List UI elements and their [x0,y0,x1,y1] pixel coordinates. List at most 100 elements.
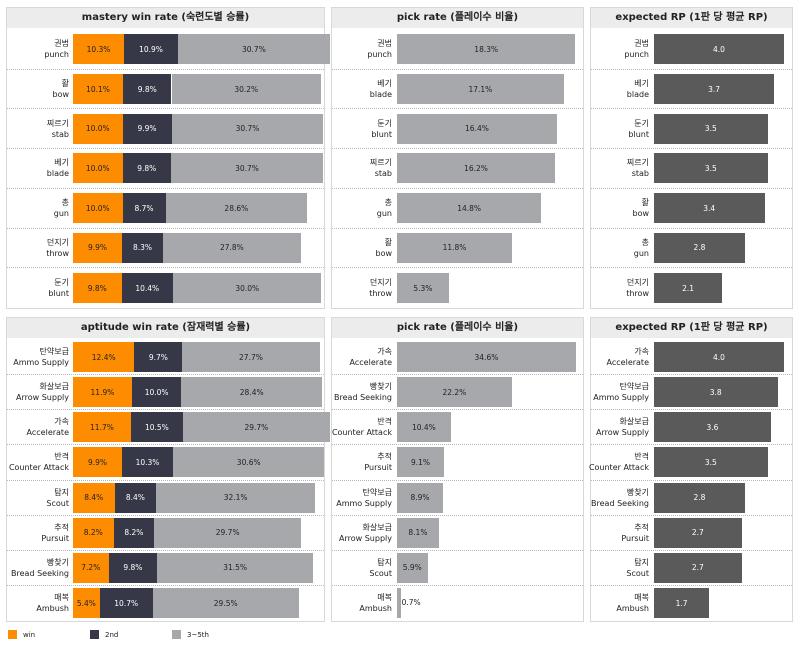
category-label-en: stab [374,169,392,179]
category-label-en: Pursuit [621,533,649,543]
bar-fill: 3.5 [654,153,768,184]
data-label: 9.9% [137,124,157,134]
category-label-ko: 찌르기 [626,158,649,168]
category-row: 베기 blade 3.7 [591,70,792,110]
category-row: 베기 blade 10.0% 9.8% 30.7% [7,149,324,189]
second-segment: 9.7% [134,342,183,373]
rp-bar: 3.5 [654,447,768,478]
category-row: 반격 Counter Attack 10.4% [332,410,583,446]
category-row: 찌르기 stab 10.0% 9.9% 30.7% [7,109,324,150]
data-label: 10.0% [85,203,110,213]
win-segment: 11.9% [73,377,132,408]
category-label: 매복 Ambush [332,586,392,621]
data-label: 8.2% [124,528,144,538]
category-label: 매복 Ambush [591,586,649,621]
category-row: 추적 Pursuit 9.1% [332,445,583,481]
category-label-en: bow [632,209,649,219]
bar-fill: 2.8 [654,232,745,263]
category-label: 던지기 throw [7,229,69,268]
data-label: 16.2% [464,163,488,173]
legend-item-3rd-5th: 3~5th [172,630,209,639]
second-segment: 8.4% [114,482,157,513]
data-label: 9.8% [137,163,157,173]
third-fifth-segment: 28.6% [165,193,308,224]
category-row: 탐지 Scout 2.7 [591,551,792,586]
category-label-ko: 가속 [634,347,649,357]
category-label: 베기 blade [591,70,649,109]
category-label-ko: 탐지 [54,487,69,497]
panel-title: mastery win rate (숙련도별 승률) [7,8,324,28]
category-label-en: punch [624,50,649,60]
stacked-bar: 10.0% 9.8% 30.7% [73,153,323,184]
data-label: 34.6% [474,352,499,362]
category-row: 둔기 blunt 3.5 [591,109,792,150]
data-label: 8.9% [410,493,430,503]
data-label: 9.8% [137,84,157,94]
data-label: 10.7% [114,598,139,608]
category-label: 반격 Counter Attack [7,445,69,479]
bar-fill: 5.3% [397,273,449,304]
pick-rate-bar: 9.1% [397,447,445,478]
legend-label-2nd: 2nd [105,630,119,639]
category-label: 빵찾기 Bread Seeking [591,481,649,515]
category-label-ko: 베기 [377,79,392,89]
category-label-ko: 빵찾기 [626,487,649,497]
data-label: 27.7% [239,352,263,362]
category-row: 반격 Counter Attack 9.9% 10.3% 30.6% [7,445,325,481]
data-label: 3.6 [706,422,719,432]
category-label-en: Accelerate [606,358,649,368]
category-row: 화살보급 Arrow Supply 3.6 [591,410,792,446]
bar-fill: 3.7 [654,74,775,105]
category-label-en: blunt [371,129,392,139]
category-label: 추적 Pursuit [7,516,69,550]
category-label-ko: 화살보급 [362,522,392,532]
data-label: 32.1% [223,493,248,503]
pick-rate-bar: 34.6% [397,342,576,373]
category-label-en: blade [46,169,69,179]
category-label-ko: 활 [641,198,649,208]
category-label: 던지기 throw [332,268,392,308]
category-label-ko: 둔기 [377,118,392,128]
category-label: 추적 Pursuit [332,445,392,479]
category-row: 총 gun 10.0% 8.7% 28.6% [7,189,324,229]
category-label: 가속 Accelerate [7,410,69,444]
category-row: 활 bow 10.1% 9.8% 30.2% [7,70,324,110]
data-label: 5.3% [413,283,433,293]
second-segment: 10.0% [131,377,182,408]
category-label-en: Pursuit [364,463,392,473]
data-label: 2.1 [682,283,695,293]
category-label-en: gun [376,209,392,219]
rp-bar: 2.1 [654,273,723,304]
chart-plot: 권법 punch 4.0 베기 blade 3.7 둔기 blunt 3.5 찌르기 stab 3.5… [591,30,792,308]
category-label-en: Scout [369,568,392,578]
data-label: 22.2% [442,387,467,397]
category-label-en: gun [53,209,69,219]
data-label: 3.5 [704,124,717,134]
chart-plot: 가속 Accelerate 34.6% 빵찾기 Bread Seeking 22.2% 반격… [332,340,583,621]
category-label: 반격 Counter Attack [589,445,649,479]
category-label: 탐지 Scout [591,551,649,585]
data-label: 30.7% [242,44,266,54]
win-segment: 10.0% [73,153,123,184]
category-label-ko: 총 [641,237,649,247]
panel-title: expected RP (1판 당 평균 RP) [591,318,792,338]
category-label: 활 bow [591,189,649,228]
category-label-ko: 활 [61,79,69,89]
rp-bar: 3.8 [654,377,778,408]
bar-fill: 2.1 [654,273,723,304]
category-label: 가속 Accelerate [591,340,649,374]
category-row: 가속 Accelerate 34.6% [332,340,583,376]
category-row: 탐지 Scout 8.4% 8.4% 32.1% [7,481,324,516]
bar-fill: 18.3% [397,34,576,65]
data-label: 9.9% [87,457,108,467]
bar-fill: 10.4% [397,412,451,443]
category-label-ko: 반격 [377,417,392,427]
third-fifth-segment: 27.8% [163,232,301,263]
bar-fill: 4.0 [654,342,784,373]
category-label: 권법 punch [332,30,392,69]
chart-plot: 탄약보급 Ammo Supply 12.4% 9.7% 27.7% 화살보급 Arrow S… [7,340,330,621]
category-label-en: Pursuit [41,533,69,543]
win-segment: 9.8% [73,273,122,304]
category-label-ko: 베기 [54,158,69,168]
category-label: 화살보급 Arrow Supply [7,375,69,409]
